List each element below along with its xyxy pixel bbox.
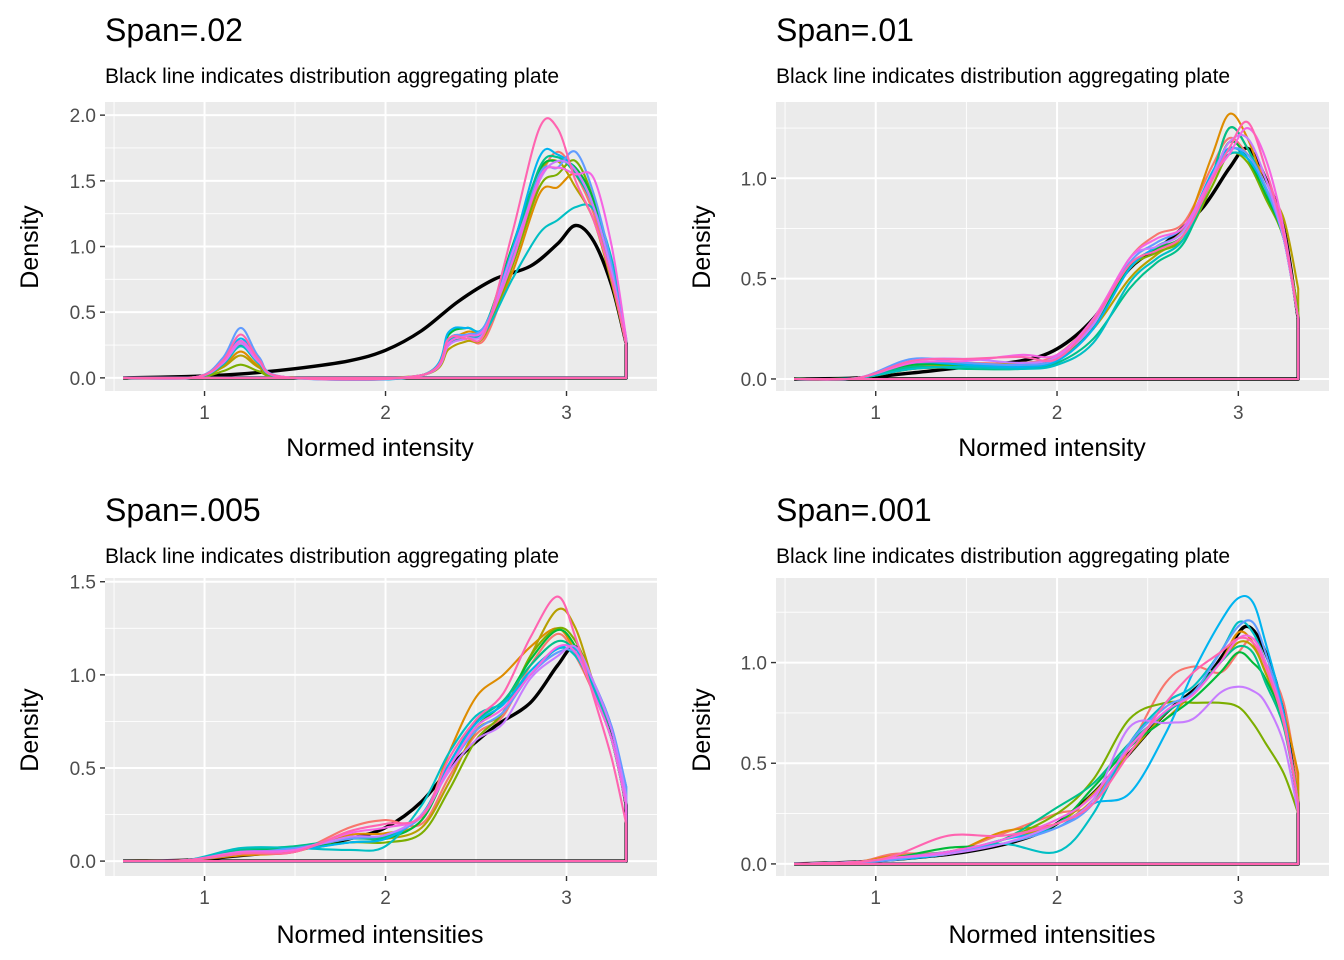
y-tick-label: 0.0: [70, 852, 96, 873]
chart-panel-span-005: Span=.005 Black line indicates distribut…: [16, 492, 657, 949]
chart-panel-span-01: Span=.01 Black line indicates distributi…: [688, 12, 1329, 462]
x-tick-label: 3: [1233, 888, 1244, 909]
y-tick-label: 1.0: [70, 666, 96, 687]
y-axis-label: Density: [16, 688, 44, 772]
y-tick-label: 0.5: [741, 754, 767, 775]
y-axis-label: Density: [688, 205, 716, 289]
x-tick-label: 3: [1233, 403, 1244, 424]
x-tick-label: 2: [380, 403, 391, 424]
plot-area: 1 2 3 0.0 0.5 1.0 1.5: [70, 573, 657, 909]
y-tick-label: 1.0: [741, 169, 767, 190]
plate-density-line: [794, 685, 1300, 865]
plate-density-line: [794, 651, 1300, 865]
chart-subtitle: Black line indicates distribution aggreg…: [776, 65, 1230, 88]
chart-subtitle: Black line indicates distribution aggreg…: [105, 65, 559, 88]
x-axis-label: Normed intensities: [276, 921, 483, 949]
x-tick-label: 1: [199, 403, 210, 424]
plot-area: 1 2 3 0.0 0.5 1.0: [741, 102, 1329, 424]
plot-area: 1 2 3 0.0 0.5 1.0 1.5 2.0: [70, 102, 657, 424]
x-tick-label: 2: [1052, 403, 1063, 424]
plate-density-line: [794, 634, 1300, 865]
x-axis-label: Normed intensity: [958, 434, 1146, 462]
x-axis-label: Normed intensity: [286, 434, 474, 462]
plate-density-line: [123, 166, 628, 381]
y-tick-label: 0.5: [70, 303, 96, 324]
chart-title: Span=.02: [105, 12, 243, 48]
y-tick-label: 2.0: [70, 106, 96, 127]
y-tick-label: 0.5: [70, 759, 96, 780]
plate-density-line: [794, 127, 1300, 381]
x-tick-label: 3: [561, 403, 572, 424]
y-axis-label: Density: [16, 205, 44, 289]
panel-background: [105, 578, 657, 876]
y-tick-label: 0.5: [741, 270, 767, 291]
y-tick-label: 1.0: [741, 654, 767, 675]
plate-density-line: [794, 120, 1300, 381]
y-tick-label: 1.5: [70, 573, 96, 594]
plate-density-line: [794, 151, 1300, 381]
plate-density-line: [123, 117, 628, 381]
panel-background: [776, 102, 1329, 391]
series-group: [123, 595, 628, 863]
y-tick-label: 0.0: [741, 855, 767, 876]
chart-panel-span-001: Span=.001 Black line indicates distribut…: [688, 492, 1329, 949]
series-group: [123, 117, 628, 381]
x-tick-label: 3: [561, 888, 572, 909]
y-tick-label: 1.0: [70, 238, 96, 259]
x-tick-label: 1: [870, 403, 881, 424]
plate-density-line: [123, 150, 628, 381]
chart-subtitle: Black line indicates distribution aggreg…: [776, 545, 1230, 568]
chart-title: Span=.01: [776, 12, 914, 48]
x-axis-label: Normed intensities: [948, 921, 1155, 949]
plate-density-line: [794, 636, 1300, 865]
y-tick-label: 0.0: [70, 369, 96, 390]
chart-panel-span-02: Span=.02 Black line indicates distributi…: [16, 12, 657, 462]
chart-title: Span=.001: [776, 492, 932, 528]
plot-area: 1 2 3 0.0 0.5 1.0: [741, 578, 1329, 909]
y-tick-label: 1.5: [70, 172, 96, 193]
x-tick-label: 2: [380, 888, 391, 909]
aggregate-density-line: [123, 223, 628, 380]
chart-title: Span=.005: [105, 492, 261, 528]
x-tick-label: 2: [1052, 888, 1063, 909]
chart-subtitle: Black line indicates distribution aggreg…: [105, 545, 559, 568]
series-group: [794, 112, 1300, 381]
y-axis-label: Density: [688, 688, 716, 772]
x-tick-label: 1: [870, 888, 881, 909]
x-tick-label: 1: [199, 888, 210, 909]
series-group: [794, 594, 1300, 866]
plate-density-line: [123, 595, 628, 863]
y-tick-label: 0.0: [741, 370, 767, 391]
